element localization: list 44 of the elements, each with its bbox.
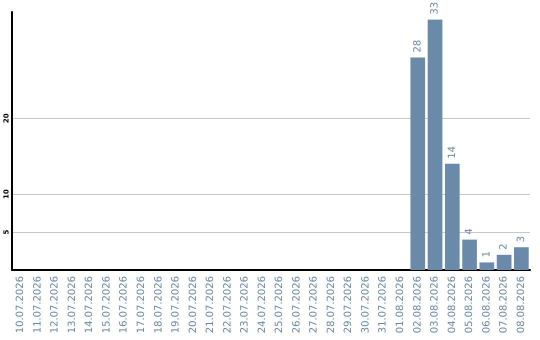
x-tick-label: 26.07.2026 bbox=[291, 276, 302, 334]
x-tick-label: 23.07.2026 bbox=[240, 276, 251, 334]
x-tick-label: 16.07.2026 bbox=[118, 276, 130, 334]
x-tick-label: 05.08.2026 bbox=[464, 276, 476, 334]
data-label: 33 bbox=[430, 2, 441, 15]
x-tick-label: 14.07.2026 bbox=[84, 276, 96, 334]
x-tick-label: 28.07.2026 bbox=[326, 276, 337, 334]
x-tick-label: 17.07.2026 bbox=[136, 276, 147, 334]
x-tick-label: 20.07.2026 bbox=[188, 276, 199, 334]
x-tick-label: 19.07.2026 bbox=[170, 276, 182, 334]
x-tick-label: 08.08.2026 bbox=[516, 276, 527, 334]
bar bbox=[428, 20, 442, 270]
data-label: 2 bbox=[498, 243, 510, 250]
x-tick-label: 11.07.2026 bbox=[32, 276, 44, 334]
x-tick-label: 25.07.2026 bbox=[274, 276, 286, 334]
x-tick-label: 21.07.2026 bbox=[205, 276, 216, 334]
bar bbox=[514, 247, 529, 270]
x-tick-label: 10.07.2026 bbox=[15, 276, 26, 334]
x-tick-label: 03.08.2026 bbox=[430, 276, 441, 334]
data-label: 28 bbox=[412, 40, 424, 53]
x-tick-label: 04.08.2026 bbox=[446, 276, 458, 334]
bar bbox=[462, 240, 477, 270]
x-tick-label: 18.07.2026 bbox=[153, 276, 164, 334]
bar bbox=[479, 262, 494, 270]
x-tick-label: 06.08.2026 bbox=[481, 276, 492, 334]
x-tick-label: 07.08.2026 bbox=[498, 276, 510, 334]
x-tick-label: 31.07.2026 bbox=[378, 276, 389, 334]
x-tick-label: 30.07.2026 bbox=[360, 276, 372, 334]
x-tick-label: 22.07.2026 bbox=[222, 276, 234, 334]
bar bbox=[444, 164, 460, 270]
data-label: 3 bbox=[516, 236, 527, 242]
bar bbox=[496, 254, 512, 270]
x-tick-label: 12.07.2026 bbox=[50, 276, 61, 334]
x-tick-label: 15.07.2026 bbox=[101, 276, 112, 334]
x-tick-label: 13.07.2026 bbox=[66, 276, 78, 334]
data-label: 1 bbox=[481, 251, 492, 258]
x-tick-label: 27.07.2026 bbox=[308, 276, 320, 334]
x-tick-label: 29.07.2026 bbox=[343, 276, 354, 334]
x-tick-label: 01.08.2026 bbox=[395, 276, 406, 334]
x-tick-label: 24.07.2026 bbox=[256, 276, 268, 334]
data-label: 14 bbox=[446, 146, 458, 159]
x-tick-label: 02.08.2026 bbox=[412, 276, 424, 334]
bar bbox=[410, 58, 426, 270]
data-label: 4 bbox=[464, 228, 476, 235]
